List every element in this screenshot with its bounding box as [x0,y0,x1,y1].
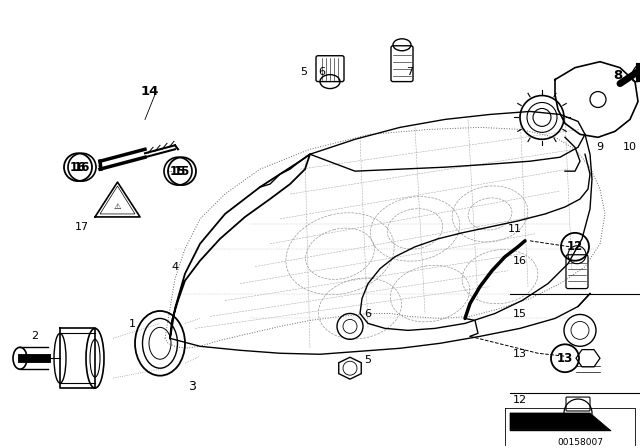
Text: 14: 14 [141,85,159,98]
Text: 17: 17 [75,222,89,232]
Text: 2: 2 [31,332,38,341]
Text: 15: 15 [513,310,527,319]
Text: 5: 5 [301,67,307,77]
Text: 10: 10 [623,142,637,152]
Text: 12: 12 [513,395,527,405]
Text: 00158007: 00158007 [557,438,603,447]
Text: 15: 15 [170,165,186,178]
Text: 13: 13 [557,352,573,365]
Text: 4: 4 [172,262,179,271]
Text: 7: 7 [406,67,413,77]
Text: ⚠: ⚠ [114,202,121,211]
Text: 11: 11 [508,224,522,234]
Text: 16: 16 [74,161,90,174]
Text: 13: 13 [513,349,527,359]
Polygon shape [510,413,610,430]
Text: 3: 3 [188,379,196,392]
Text: 16: 16 [513,256,527,266]
Text: 15: 15 [174,165,190,178]
Text: 16: 16 [70,161,86,174]
Text: 1: 1 [129,319,136,329]
Text: 8: 8 [613,69,623,82]
Text: 9: 9 [596,142,604,152]
Text: 12: 12 [567,240,583,253]
Text: 5: 5 [365,355,371,365]
Text: 6: 6 [319,67,326,77]
Text: 6: 6 [365,310,371,319]
